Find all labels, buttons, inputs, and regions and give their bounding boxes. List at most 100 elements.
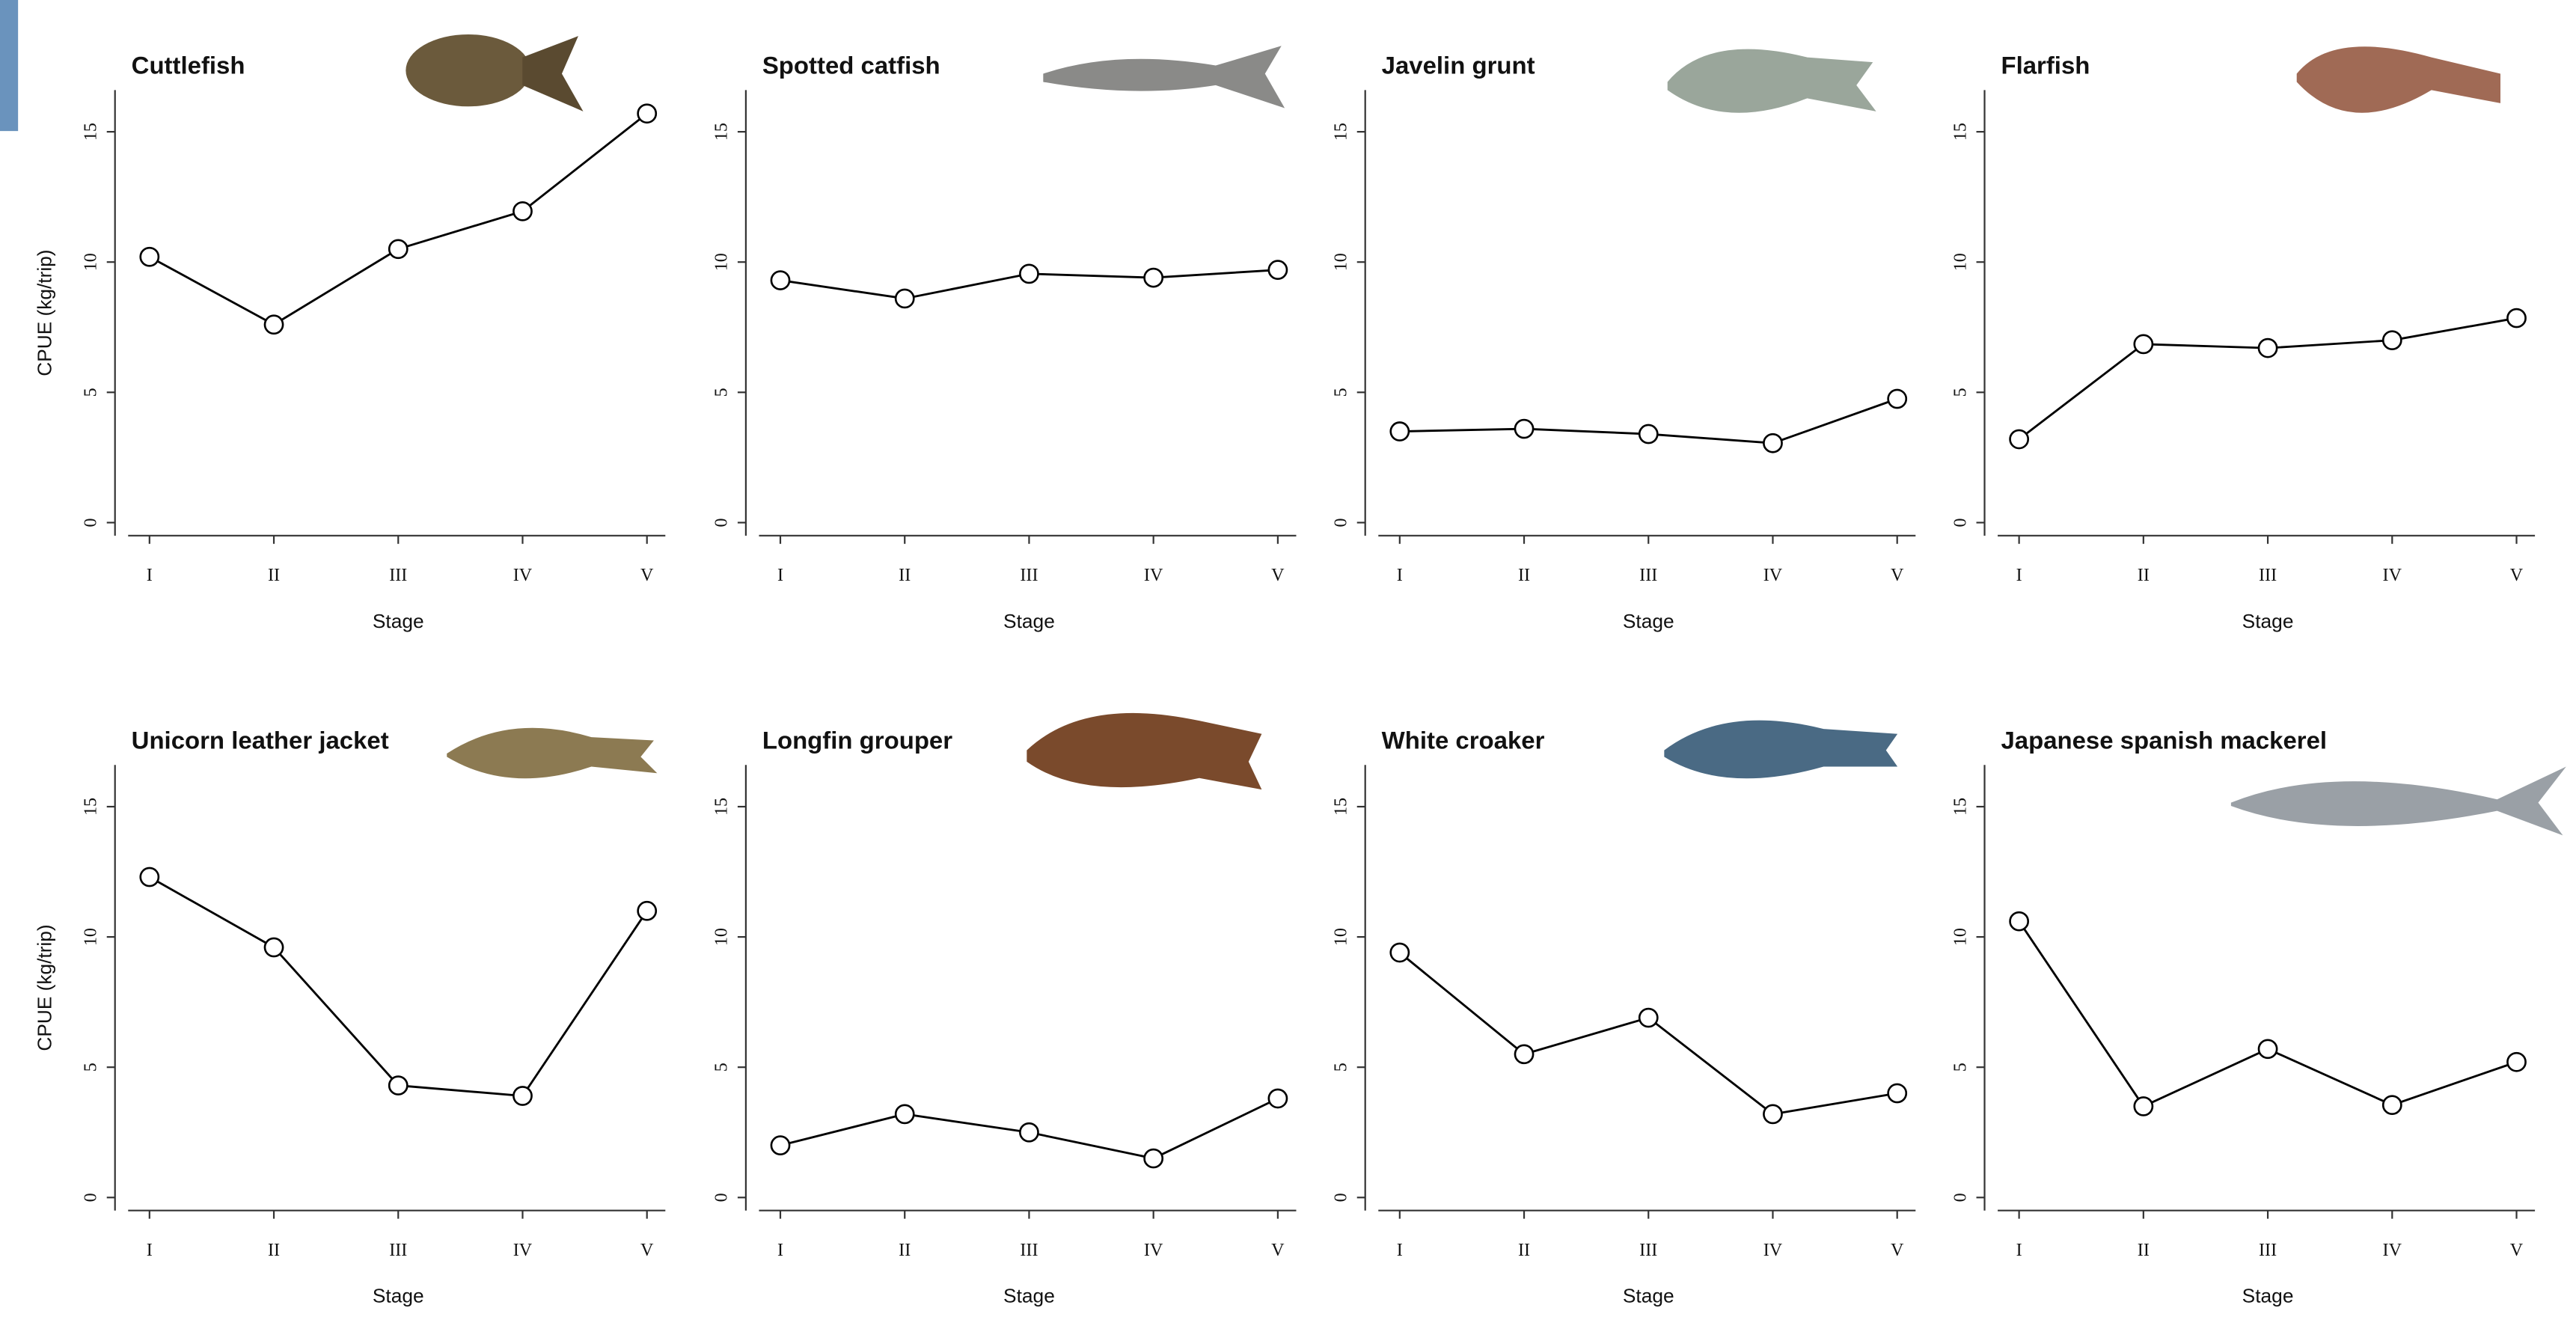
- y-tick-label: 15: [1951, 798, 1970, 816]
- data-point: [2135, 335, 2153, 353]
- data-line: [2019, 318, 2517, 439]
- y-axis-label: CPUE (kg/trip): [33, 249, 55, 376]
- x-tick-label: II: [899, 1241, 911, 1260]
- fish-illustration: [447, 728, 657, 779]
- x-axis-label: Stage: [1623, 1285, 1674, 1307]
- x-tick-label: V: [2510, 566, 2524, 585]
- y-tick-label: 10: [1331, 253, 1350, 271]
- y-tick-label: 15: [81, 123, 100, 141]
- y-tick-label: 5: [1331, 388, 1350, 397]
- chart-title: Spotted catfish: [762, 51, 940, 79]
- y-tick-label: 5: [1951, 388, 1970, 397]
- x-tick-label: II: [1518, 566, 1530, 585]
- x-tick-label: IV: [1763, 1241, 1783, 1260]
- data-point: [1020, 1123, 1038, 1141]
- y-tick-label: 15: [1331, 123, 1350, 141]
- data-point: [771, 272, 789, 290]
- x-tick-label: I: [147, 566, 153, 585]
- data-point: [896, 1105, 914, 1123]
- data-point: [2383, 1096, 2401, 1114]
- x-tick-label: IV: [1144, 566, 1163, 585]
- data-point: [265, 938, 283, 956]
- data-point: [1515, 1045, 1533, 1063]
- x-axis-label: Stage: [2242, 1285, 2294, 1307]
- data-point: [2507, 309, 2525, 327]
- data-point: [1020, 265, 1038, 283]
- x-tick-label: IV: [1763, 566, 1783, 585]
- x-tick-label: I: [777, 566, 783, 585]
- fish-illustration: [522, 36, 583, 111]
- y-tick-label: 10: [1331, 928, 1350, 946]
- x-axis-label: Stage: [2242, 610, 2294, 632]
- data-point: [2010, 430, 2028, 448]
- x-tick-label: I: [1397, 566, 1403, 585]
- data-point: [1269, 1090, 1287, 1107]
- fish-illustration: [1668, 49, 1876, 113]
- y-tick-label: 5: [712, 1063, 732, 1072]
- x-tick-label: III: [2259, 1241, 2277, 1260]
- fish-illustration: [406, 34, 530, 106]
- data-point: [389, 1077, 407, 1095]
- side-tab: [0, 0, 18, 131]
- fish-illustration: [1027, 713, 1261, 789]
- fish-illustration: [1664, 721, 1897, 779]
- x-tick-label: IV: [2383, 566, 2402, 585]
- chart-title: Javelin grunt: [1382, 51, 1535, 79]
- data-point: [2383, 331, 2401, 349]
- y-tick-label: 15: [712, 123, 732, 141]
- x-tick-label: I: [777, 1241, 783, 1260]
- y-tick-label: 10: [1951, 253, 1970, 271]
- x-axis-label: Stage: [1623, 610, 1674, 632]
- data-point: [389, 240, 407, 258]
- x-tick-label: III: [1020, 566, 1038, 585]
- y-tick-label: 5: [81, 388, 100, 397]
- data-point: [1515, 420, 1533, 438]
- chart-title: Cuttlefish: [132, 51, 245, 79]
- x-tick-label: II: [2138, 566, 2150, 585]
- x-tick-label: IV: [1144, 1241, 1163, 1260]
- x-tick-label: II: [268, 566, 280, 585]
- x-tick-label: V: [1891, 1241, 1904, 1260]
- data-point: [1763, 434, 1781, 452]
- x-tick-label: II: [899, 566, 911, 585]
- x-tick-label: V: [640, 566, 654, 585]
- x-tick-label: III: [1639, 566, 1657, 585]
- data-line: [1400, 953, 1897, 1114]
- chart-title: Flarfish: [2001, 51, 2090, 79]
- data-point: [513, 1087, 531, 1104]
- y-tick-label: 0: [1951, 518, 1970, 527]
- data-point: [896, 290, 914, 308]
- y-tick-label: 5: [1951, 1063, 1970, 1072]
- x-tick-label: I: [2016, 1241, 2022, 1260]
- x-tick-label: III: [389, 1241, 407, 1260]
- y-tick-label: 15: [712, 798, 732, 816]
- figure: Cuttlefish051015CPUE (kg/trip)StageIIIII…: [0, 0, 2576, 1317]
- data-point: [265, 316, 283, 334]
- y-tick-label: 0: [81, 518, 100, 527]
- y-tick-label: 0: [1331, 1193, 1350, 1202]
- x-tick-label: IV: [2383, 1241, 2402, 1260]
- data-point: [638, 105, 656, 123]
- data-line: [150, 114, 647, 325]
- chart-title: Unicorn leather jacket: [132, 726, 389, 754]
- y-axis-label: CPUE (kg/trip): [33, 924, 55, 1051]
- x-tick-label: III: [1639, 1241, 1657, 1260]
- data-point: [771, 1137, 789, 1155]
- x-tick-label: V: [640, 1241, 654, 1260]
- y-tick-label: 10: [81, 253, 100, 271]
- y-tick-label: 5: [1331, 1063, 1350, 1072]
- fish-illustration: [1043, 46, 1285, 108]
- y-tick-label: 5: [81, 1063, 100, 1072]
- fish-illustrations: [406, 34, 2566, 835]
- data-point: [1391, 944, 1409, 962]
- data-point: [141, 248, 159, 266]
- data-point: [1269, 261, 1287, 279]
- data-point: [2135, 1097, 2153, 1115]
- y-tick-label: 0: [1331, 518, 1350, 527]
- y-tick-label: 0: [712, 518, 732, 527]
- data-point: [2259, 1040, 2277, 1058]
- x-axis-label: Stage: [373, 610, 424, 632]
- data-point: [1639, 1009, 1657, 1027]
- y-tick-label: 15: [81, 798, 100, 816]
- y-tick-label: 10: [712, 928, 732, 946]
